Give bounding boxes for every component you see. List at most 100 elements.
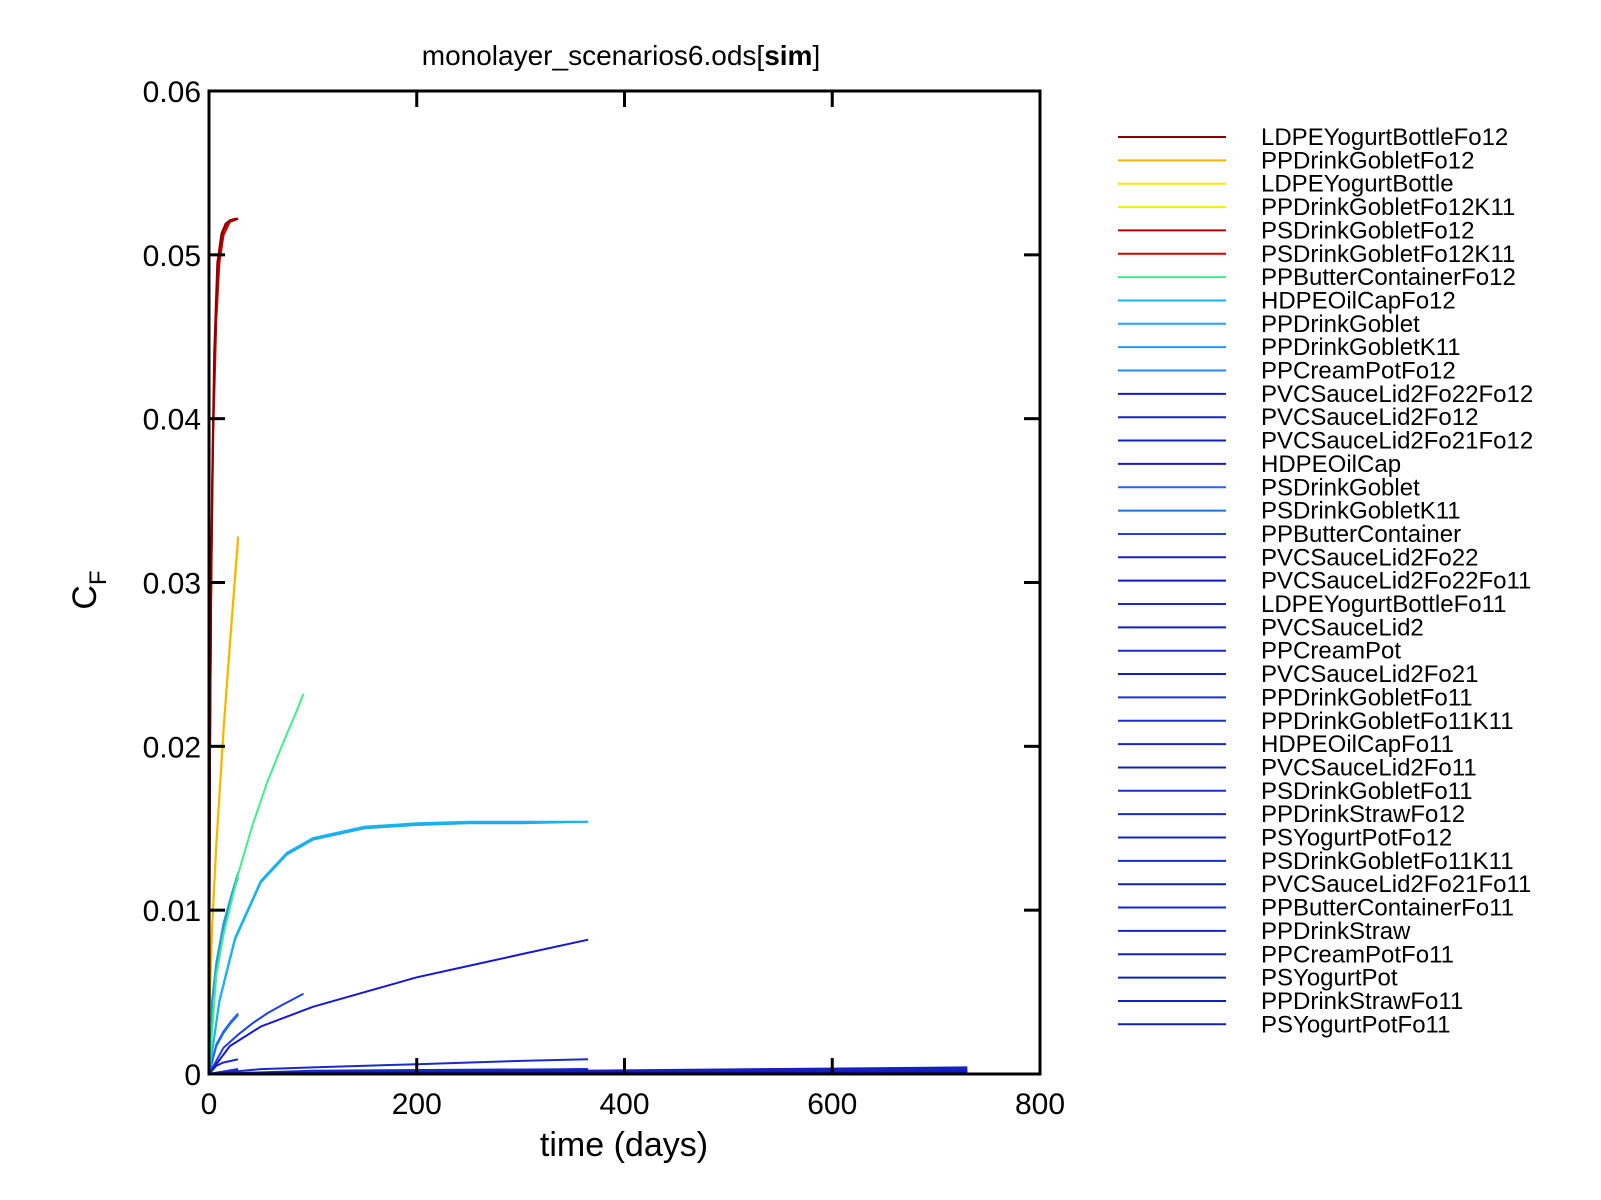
legend-entry-pvcsaucelid2fo22fo12: PVCSauceLid2Fo22Fo12 [1118, 381, 1533, 408]
legend-label: PPDrinkGobletFo12 [1261, 147, 1474, 174]
x-tick-label: 800 [1015, 1088, 1065, 1121]
legend-entry-pvcsaucelid2fo21fo12: PVCSauceLid2Fo21Fo12 [1118, 428, 1533, 455]
legend-label: PSYogurtPot [1261, 965, 1398, 992]
legend-entry-pvcsaucelid2fo22: PVCSauceLid2Fo22 [1118, 544, 1478, 571]
legend-label: PPDrinkGobletFo11 [1261, 684, 1473, 711]
series-layer [208, 217, 968, 1075]
legend-entry-ppcreampotfo11: PPCreamPotFo11 [1118, 941, 1454, 968]
series-line-hdpeoilcap [208, 938, 589, 1075]
legend-label: PVCSauceLid2Fo21Fo12 [1261, 428, 1533, 455]
series-line-ppbuttercontainerfo12 [208, 693, 305, 1075]
legend-label: PVCSauceLid2Fo21Fo11 [1261, 871, 1531, 898]
legend-label: PPButterContainerFo12 [1261, 264, 1516, 291]
series-line-ppbuttercontainer [208, 992, 304, 1075]
legend-entry-ppcreampot: PPCreamPot [1118, 638, 1401, 665]
legend-entry-psdrinkgobletfo12k11: PSDrinkGobletFo12K11 [1118, 241, 1515, 268]
legend-label: PPDrinkGobletFo12K11 [1261, 194, 1515, 221]
legend-label: PVCSauceLid2Fo22Fo11 [1261, 568, 1531, 595]
legend: LDPEYogurtBottleFo12PPDrinkGobletFo12LDP… [1118, 124, 1533, 1038]
legend-entry-psdrinkgobletfo11: PSDrinkGobletFo11 [1118, 778, 1473, 805]
legend-entry-psyogurtpot: PSYogurtPot [1118, 965, 1398, 992]
y-tick-label: 0.05 [143, 240, 201, 273]
legend-entry-ppdrinkstrawfo12: PPDrinkStrawFo12 [1118, 801, 1465, 828]
legend-entry-hdpeoilcapfo11: HDPEOilCapFo11 [1118, 731, 1454, 758]
legend-label: PPButterContainerFo11 [1261, 895, 1514, 922]
legend-label: PVCSauceLid2Fo21 [1261, 661, 1478, 688]
legend-label: PSDrinkGoblet [1261, 474, 1420, 501]
legend-label: PPDrinkStrawFo11 [1261, 988, 1463, 1015]
legend-entry-hdpeoilcapfo12: HDPEOilCapFo12 [1118, 287, 1456, 314]
legend-entry-psdrinkgobletk11: PSDrinkGobletK11 [1118, 498, 1461, 525]
legend-label: PVCSauceLid2 [1261, 614, 1424, 641]
legend-label: LDPEYogurtBottleFo12 [1261, 124, 1508, 151]
legend-label: PPDrinkStrawFo12 [1261, 801, 1465, 828]
legend-entry-pvcsaucelid2fo12: PVCSauceLid2Fo12 [1118, 404, 1478, 431]
y-tick-label: 0 [184, 1059, 201, 1092]
series-line-ldpeyogurtbottlefo12 [208, 217, 239, 1075]
svg-text:CF: CF [66, 570, 112, 609]
legend-entry-pvcsaucelid2fo21fo11: PVCSauceLid2Fo21Fo11 [1118, 871, 1531, 898]
legend-label: HDPEOilCap [1261, 451, 1401, 478]
legend-entry-psdrinkgobletfo11k11: PSDrinkGobletFo11K11 [1118, 848, 1514, 875]
legend-label: PPDrinkGoblet [1261, 311, 1420, 338]
x-tick-label: 200 [392, 1088, 442, 1121]
legend-entry-ppcreampotfo12: PPCreamPotFo12 [1118, 358, 1456, 385]
legend-label: PVCSauceLid2Fo12 [1261, 404, 1478, 431]
y-tick-label: 0.03 [143, 568, 201, 601]
chart-title-main: monolayer_scenarios6.ods [422, 40, 757, 71]
legend-label: PSDrinkGobletFo11K11 [1261, 848, 1514, 875]
legend-entry-ppbuttercontainer: PPButterContainer [1118, 521, 1461, 548]
y-axis-label-main: C [66, 585, 104, 610]
legend-entry-psyogurtpotfo12: PSYogurtPotFo12 [1118, 825, 1452, 852]
legend-label: PPCreamPotFo12 [1261, 358, 1456, 385]
legend-label: PSDrinkGobletFo11 [1261, 778, 1473, 805]
legend-entry-ppdrinkstrawfo11: PPDrinkStrawFo11 [1118, 988, 1463, 1015]
chart-title-suffix: sim [764, 40, 812, 71]
series-line-ppdrinkgoblet [208, 820, 589, 1075]
legend-entry-ppbuttercontainerfo12: PPButterContainerFo12 [1118, 264, 1516, 291]
legend-entry-ppdrinkgobletfo12: PPDrinkGobletFo12 [1118, 147, 1474, 174]
legend-label: PVCSauceLid2Fo22Fo12 [1261, 381, 1533, 408]
legend-label: PPCreamPotFo11 [1261, 941, 1454, 968]
x-tick-label: 400 [599, 1088, 649, 1121]
legend-entry-pvcsaucelid2: PVCSauceLid2 [1118, 614, 1424, 641]
legend-label: PSDrinkGobletFo12K11 [1261, 241, 1515, 268]
legend-label: PPDrinkGobletK11 [1261, 334, 1461, 361]
x-tick-label: 600 [807, 1088, 857, 1121]
legend-label: PVCSauceLid2Fo22 [1261, 544, 1478, 571]
legend-label: PSYogurtPotFo11 [1261, 1011, 1450, 1038]
legend-label: PVCSauceLid2Fo11 [1261, 754, 1477, 781]
chart-title: monolayer_scenarios6.ods[sim] [422, 40, 820, 71]
legend-label: HDPEOilCapFo12 [1261, 287, 1456, 314]
legend-entry-ppdrinkgobletk11: PPDrinkGobletK11 [1118, 334, 1461, 361]
legend-entry-hdpeoilcap: HDPEOilCap [1118, 451, 1401, 478]
legend-entry-ldpeyogurtbottlefo12: LDPEYogurtBottleFo12 [1118, 124, 1508, 151]
legend-entry-ppdrinkstraw: PPDrinkStraw [1118, 918, 1411, 945]
legend-label: PSDrinkGobletFo12 [1261, 217, 1474, 244]
x-tick-label: 0 [201, 1088, 218, 1121]
legend-entry-ldpeyogurtbottlefo11: LDPEYogurtBottleFo11 [1118, 591, 1507, 618]
legend-entry-psyogurtpotfo11: PSYogurtPotFo11 [1118, 1011, 1450, 1038]
legend-entry-ppdrinkgobletfo11k11: PPDrinkGobletFo11K11 [1118, 708, 1514, 735]
y-axis-label: CF [66, 570, 112, 609]
legend-label: PPDrinkStraw [1261, 918, 1411, 945]
legend-label: PSYogurtPotFo12 [1261, 825, 1452, 852]
y-tick-label: 0.02 [143, 731, 201, 764]
y-tick-label: 0.06 [143, 76, 201, 109]
x-axis-label: time (days) [540, 1126, 708, 1164]
legend-label: PPCreamPot [1261, 638, 1401, 665]
series-line-psdrinkgoblet [208, 1012, 239, 1075]
ticks-layer: 0 200 400 600 800 0 0.01 0.02 0.03 0.04 0.05 0.06 [143, 76, 1065, 1121]
legend-entry-pvcsaucelid2fo11: PVCSauceLid2Fo11 [1118, 754, 1477, 781]
legend-entry-ppdrinkgobletfo12k11: PPDrinkGobletFo12K11 [1118, 194, 1515, 221]
legend-entry-psdrinkgoblet: PSDrinkGoblet [1118, 474, 1420, 501]
legend-label: PPDrinkGobletFo11K11 [1261, 708, 1514, 735]
series-line-ppdrinkgobletk11 [208, 872, 240, 1075]
y-axis-label-subscript: F [85, 570, 112, 585]
series-line-hdpeoilcapfo12 [208, 820, 589, 1075]
legend-entry-psdrinkgobletfo12: PSDrinkGobletFo12 [1118, 217, 1474, 244]
legend-entry-ldpeyogurtbottle: LDPEYogurtBottle [1118, 171, 1454, 198]
legend-label: LDPEYogurtBottle [1261, 171, 1454, 198]
legend-entry-ppdrinkgobletfo11: PPDrinkGobletFo11 [1118, 684, 1473, 711]
